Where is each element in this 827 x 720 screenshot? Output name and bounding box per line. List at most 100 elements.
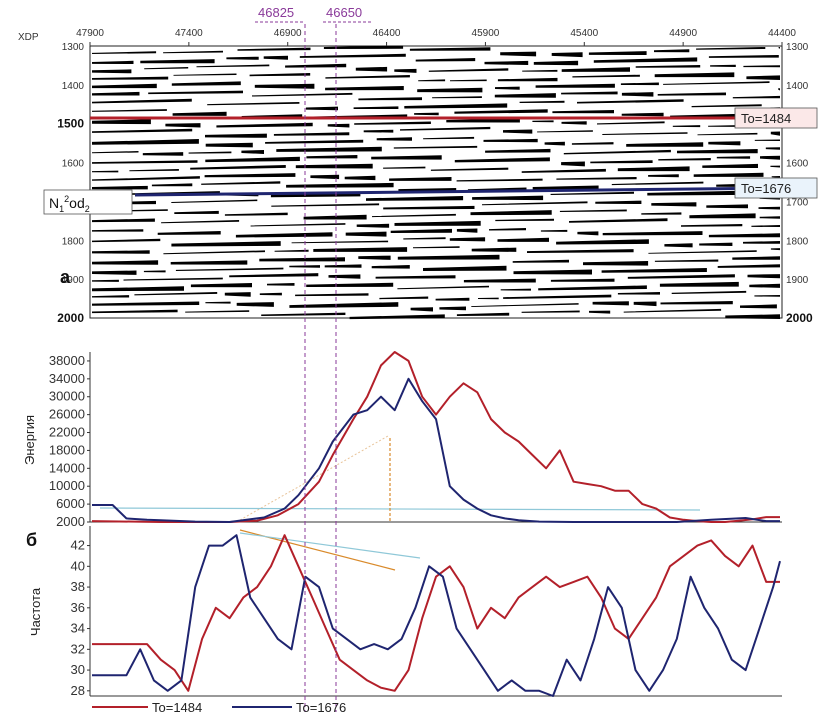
frequency-chart: 28 30 32 34 36 38 40 42 Частота б	[26, 526, 782, 698]
seismic-wiggle-band	[92, 63, 780, 74]
horizon-1676-line	[134, 186, 783, 197]
y-tick-label-left: 1600	[62, 159, 85, 170]
y-tick-label-right: 1800	[786, 236, 809, 247]
legend: To=1484 To=1676	[92, 700, 346, 715]
y-tick-label: 14000	[49, 460, 85, 475]
seismic-wiggle-band	[92, 237, 780, 248]
seismic-wiggle-band	[92, 246, 780, 255]
horizon-1676-label: To=1676	[741, 181, 791, 196]
energy-series	[91, 351, 780, 523]
y-tick-label: 18000	[49, 442, 85, 457]
x-tick-label: 44900	[669, 28, 697, 39]
seismic-wiggle-band	[92, 264, 780, 275]
seismic-wiggle-band	[92, 155, 780, 167]
seismic-wiggle-band	[92, 301, 777, 312]
seismic-traces	[92, 45, 780, 320]
seismic-wiggle-band	[92, 45, 780, 58]
legend-label-1484: To=1484	[152, 700, 202, 715]
seismic-wiggle-band	[92, 281, 780, 292]
energy-guide-cyan	[99, 507, 701, 511]
horizon-1484-label: To=1484	[741, 111, 791, 126]
xdp-label: XDP	[18, 32, 39, 43]
seismic-wiggle-band	[92, 126, 780, 138]
y-tick-label: 30000	[49, 389, 85, 404]
energy-y-label: Энергия	[22, 415, 37, 465]
x-tick-label: 47400	[175, 28, 203, 39]
seismic-wiggle-band	[92, 199, 780, 210]
frequency-guide-cyan	[239, 532, 421, 559]
seismic-wiggle-band	[92, 172, 780, 182]
y-tick-label: 34000	[49, 371, 85, 386]
panel-a-label: а	[60, 267, 71, 287]
y-tick-label-left: 1300	[62, 42, 85, 53]
y-tick-label: 38000	[49, 353, 85, 368]
series-line-To=1484	[92, 534, 780, 692]
x-tick-label: 44400	[768, 28, 796, 39]
y-tick-label-left: 1800	[62, 236, 85, 247]
seismic-wiggle-band	[92, 308, 780, 320]
y-tick-label: 36	[71, 600, 85, 615]
energy-chart: 2000 6000 10000 14000 18000 22000 26000 30000 34…	[22, 351, 782, 529]
y-tick-label-right: 1700	[786, 197, 809, 208]
marker-46825-label: 46825	[258, 5, 294, 20]
y-tick-label: 30	[71, 662, 85, 677]
series-line-To=1676	[92, 534, 781, 697]
y-tick-label-right: 2000	[786, 311, 813, 325]
frequency-y-ticks: 28 30 32 34 36 38 40 42	[71, 538, 90, 698]
seismic-wiggle-band	[92, 181, 780, 192]
seismic-x-ticks: 47900 47400 46900 46400 45900 45400 44900 44400	[76, 28, 796, 46]
x-tick-label: 45400	[570, 28, 598, 39]
y-tick-label-left: 1500	[57, 117, 84, 131]
y-tick-label-right: 1300	[786, 42, 809, 53]
seismic-wiggle-band	[92, 190, 780, 201]
series-line-To=1676	[92, 377, 780, 523]
seismic-wiggle-band	[92, 209, 780, 220]
horizon-1676-box	[734, 177, 818, 199]
seismic-wiggle-band	[92, 118, 780, 128]
energy-y-ticks: 2000 6000 10000 14000 18000 22000 26000 30000 34…	[49, 353, 90, 529]
y-tick-label-right: 1900	[786, 275, 809, 286]
y-tick-label: 28	[71, 683, 85, 698]
formation-box	[43, 189, 133, 215]
energy-guide-orange	[239, 435, 389, 521]
seismic-wiggle-band	[92, 53, 779, 66]
seismic-wiggle-band	[92, 81, 780, 93]
y-tick-label: 26000	[49, 407, 85, 422]
x-tick-label: 45900	[472, 28, 500, 39]
marker-46650-label: 46650	[326, 5, 362, 20]
y-tick-label: 22000	[49, 425, 85, 440]
y-tick-label-right: 1400	[786, 81, 809, 92]
seismic-wiggle-band	[92, 254, 780, 266]
y-tick-label: 32	[71, 641, 85, 656]
panel-b-label: б	[26, 530, 37, 550]
seismic-wiggle-band	[92, 273, 780, 283]
seismic-wiggle-band	[92, 163, 780, 173]
seismic-wiggle-band	[92, 136, 780, 148]
seismic-wiggle-band	[92, 290, 780, 301]
y-tick-label: 6000	[56, 496, 85, 511]
frequency-y-label: Частота	[28, 587, 43, 636]
series-line-To=1484	[91, 351, 780, 523]
seismic-wiggle-band	[92, 218, 780, 228]
seismic-wiggle-band	[92, 228, 780, 238]
formation-label: N12od2	[49, 194, 90, 214]
y-tick-label-right: 1600	[786, 159, 809, 170]
frequency-series	[92, 534, 781, 697]
seismic-wiggle-band	[92, 145, 780, 156]
y-tick-label: 40	[71, 558, 85, 573]
y-tick-label: 42	[71, 538, 85, 553]
y-tick-label: 2000	[56, 514, 85, 529]
seismic-wiggle-band	[92, 90, 780, 101]
horizon-1484-box	[734, 107, 818, 129]
x-tick-label: 46900	[274, 28, 302, 39]
seismic-wiggle-band	[92, 72, 780, 82]
x-tick-label: 46400	[373, 28, 401, 39]
legend-label-1676: To=1676	[296, 700, 346, 715]
y-tick-label: 34	[71, 621, 85, 636]
y-tick-label: 10000	[49, 478, 85, 493]
y-tick-label: 38	[71, 579, 85, 594]
y-tick-label-left: 2000	[57, 311, 84, 325]
x-tick-label: 47900	[76, 28, 104, 39]
seismic-wiggle-band	[92, 98, 780, 111]
